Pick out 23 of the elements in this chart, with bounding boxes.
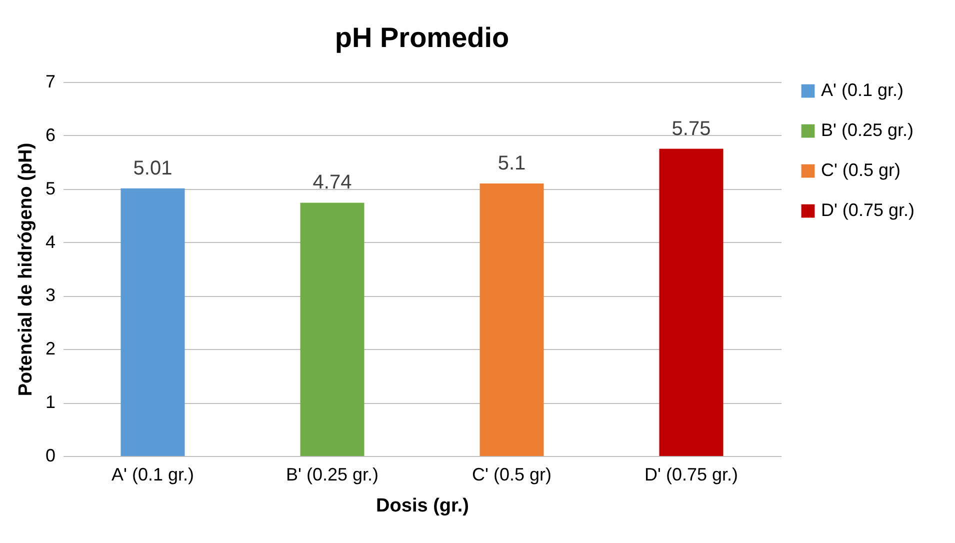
- x-tick-label: A' (0.1 gr.): [112, 464, 194, 484]
- data-label: 5.75: [672, 118, 711, 140]
- x-tick-label: D' (0.75 gr.): [644, 464, 738, 484]
- legend-label: A' (0.1 gr.): [821, 80, 904, 100]
- data-label: 4.74: [312, 172, 352, 194]
- y-tick-label: 6: [45, 124, 56, 145]
- data-label: 5.01: [133, 157, 172, 180]
- y-tick-label: 4: [45, 232, 56, 252]
- y-tick-label: 0: [45, 446, 56, 466]
- x-tick-label: B' (0.25 gr.): [286, 464, 378, 484]
- x-axis-title: Dosis (gr.): [376, 496, 469, 516]
- chart-title: pH Promedio: [334, 22, 510, 53]
- data-label: 5.1: [498, 152, 526, 175]
- y-tick-label: 2: [45, 338, 56, 359]
- y-tick-label: 1: [45, 392, 56, 412]
- legend-label: D' (0.75 gr.): [821, 200, 914, 220]
- y-tick-label: 5: [45, 178, 56, 198]
- y-tick-label: 7: [45, 72, 56, 92]
- legend-label: B' (0.25 gr.): [821, 120, 914, 140]
- x-tick-label: C' (0.5 gr): [472, 464, 552, 484]
- y-axis-title: Potencial de hidrógeno (pH): [15, 142, 36, 396]
- legend-label: C' (0.5 gr): [821, 160, 900, 180]
- y-tick-label: 3: [45, 285, 56, 306]
